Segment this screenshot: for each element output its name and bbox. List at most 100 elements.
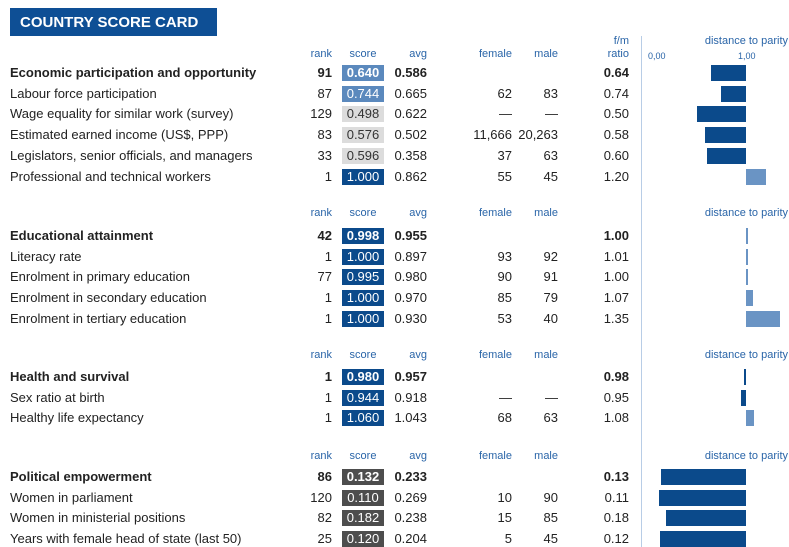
ratio: 0.74 xyxy=(603,85,629,101)
female: 53 xyxy=(497,310,512,326)
row-label: Professional and technical workers xyxy=(10,168,211,184)
male: 83 xyxy=(543,85,558,101)
col-score: score xyxy=(349,349,377,361)
row-label: Wage equality for similar work (survey) xyxy=(10,106,234,122)
score: 0.132 xyxy=(342,469,384,485)
col-avg: avg xyxy=(409,349,427,361)
rank: 120 xyxy=(310,489,332,505)
parity-bar xyxy=(660,469,746,485)
male: 79 xyxy=(543,290,558,306)
male: — xyxy=(545,106,558,122)
parity-bar xyxy=(746,248,748,265)
female: 37 xyxy=(497,147,512,163)
score: 0.498 xyxy=(342,106,384,123)
parity-bar xyxy=(658,489,746,506)
avg: 0.918 xyxy=(394,389,427,405)
col-rank: rank xyxy=(310,207,332,219)
score: 0.640 xyxy=(342,65,384,81)
male: 20,263 xyxy=(518,127,558,143)
ratio: 0.58 xyxy=(603,127,629,143)
female: — xyxy=(499,106,512,122)
ratio: 1.08 xyxy=(603,410,629,426)
parity-bar xyxy=(665,510,746,527)
score: 0.744 xyxy=(342,85,384,102)
rank: 1 xyxy=(324,389,332,405)
avg: 0.862 xyxy=(394,168,427,184)
row-label: Economic participation and opportunity xyxy=(10,65,257,80)
ratio: 0.13 xyxy=(603,469,629,484)
score: 1.060 xyxy=(342,410,384,427)
ratio: 0.98 xyxy=(603,369,629,384)
title: COUNTRY SCORE CARD xyxy=(20,14,199,31)
row-label: Estimated earned income (US$, PPP) xyxy=(10,127,229,143)
col-female: female xyxy=(478,48,512,60)
avg: 0.930 xyxy=(394,310,427,326)
rank: 82 xyxy=(317,510,332,526)
col-male: male xyxy=(534,450,558,462)
score: 1.000 xyxy=(342,168,384,185)
female: — xyxy=(499,389,512,405)
col-ratio: ratio xyxy=(607,48,629,60)
ratio: 1.07 xyxy=(603,290,629,306)
col-male: male xyxy=(534,349,558,361)
rank: 42 xyxy=(317,228,332,243)
row-label: Legislators, senior officials, and manag… xyxy=(10,147,253,163)
col-male: male xyxy=(534,207,558,219)
avg: 0.233 xyxy=(394,469,427,484)
female: 11,666 xyxy=(473,127,512,143)
title-box: COUNTRY SCORE CARD xyxy=(10,8,217,36)
rank: 25 xyxy=(317,531,332,547)
row-label: Years with female head of state (last 50… xyxy=(10,531,242,547)
axis-label: 0,00 xyxy=(648,51,666,61)
avg: 0.665 xyxy=(394,85,427,101)
parity-bar xyxy=(720,85,746,102)
male: 63 xyxy=(543,410,558,426)
female: 5 xyxy=(504,531,512,547)
rank: 1 xyxy=(324,310,332,326)
row-label: Enrolment in secondary education xyxy=(10,290,207,306)
score: 0.576 xyxy=(342,127,384,144)
avg: 0.269 xyxy=(394,489,427,505)
male: 40 xyxy=(543,310,558,326)
female: 62 xyxy=(497,85,512,101)
col-parity: distance to parity xyxy=(704,450,788,462)
score: 1.000 xyxy=(342,310,384,327)
ratio: 0.50 xyxy=(603,106,629,122)
male: 85 xyxy=(543,510,558,526)
rank: 83 xyxy=(317,127,332,143)
avg: 0.238 xyxy=(394,510,427,526)
col-female: female xyxy=(478,349,512,361)
avg: 0.897 xyxy=(394,248,427,264)
col-female: female xyxy=(478,450,512,462)
col-parity: distance to parity xyxy=(704,35,788,47)
rank: 87 xyxy=(317,85,332,101)
parity-bar xyxy=(704,127,746,144)
male: 92 xyxy=(543,248,558,264)
female: 15 xyxy=(497,510,512,526)
ratio: 0.64 xyxy=(603,65,629,80)
female: 55 xyxy=(497,168,512,184)
row-label: Health and survival xyxy=(10,369,130,384)
axis-label: 1,00 xyxy=(738,51,756,61)
parity-bar xyxy=(741,389,746,406)
ratio: 0.12 xyxy=(603,531,629,547)
rank: 1 xyxy=(324,290,332,306)
parity-bar xyxy=(746,269,748,286)
col-ratio: f/m xyxy=(613,35,629,47)
rank: 77 xyxy=(317,269,332,285)
col-rank: rank xyxy=(310,48,332,60)
col-rank: rank xyxy=(310,349,332,361)
female: 90 xyxy=(497,269,512,285)
parity-bar xyxy=(697,106,746,123)
row-label: Labour force participation xyxy=(10,85,157,101)
score: 0.944 xyxy=(342,389,384,406)
col-rank: rank xyxy=(310,450,332,462)
ratio: 1.00 xyxy=(603,269,629,285)
avg: 0.957 xyxy=(394,369,427,384)
parity-bar xyxy=(710,65,746,81)
rank: 1 xyxy=(324,369,332,384)
ratio: 1.35 xyxy=(603,310,629,326)
score: 0.110 xyxy=(342,489,384,506)
row-label: Sex ratio at birth xyxy=(10,389,105,405)
col-parity: distance to parity xyxy=(704,349,788,361)
